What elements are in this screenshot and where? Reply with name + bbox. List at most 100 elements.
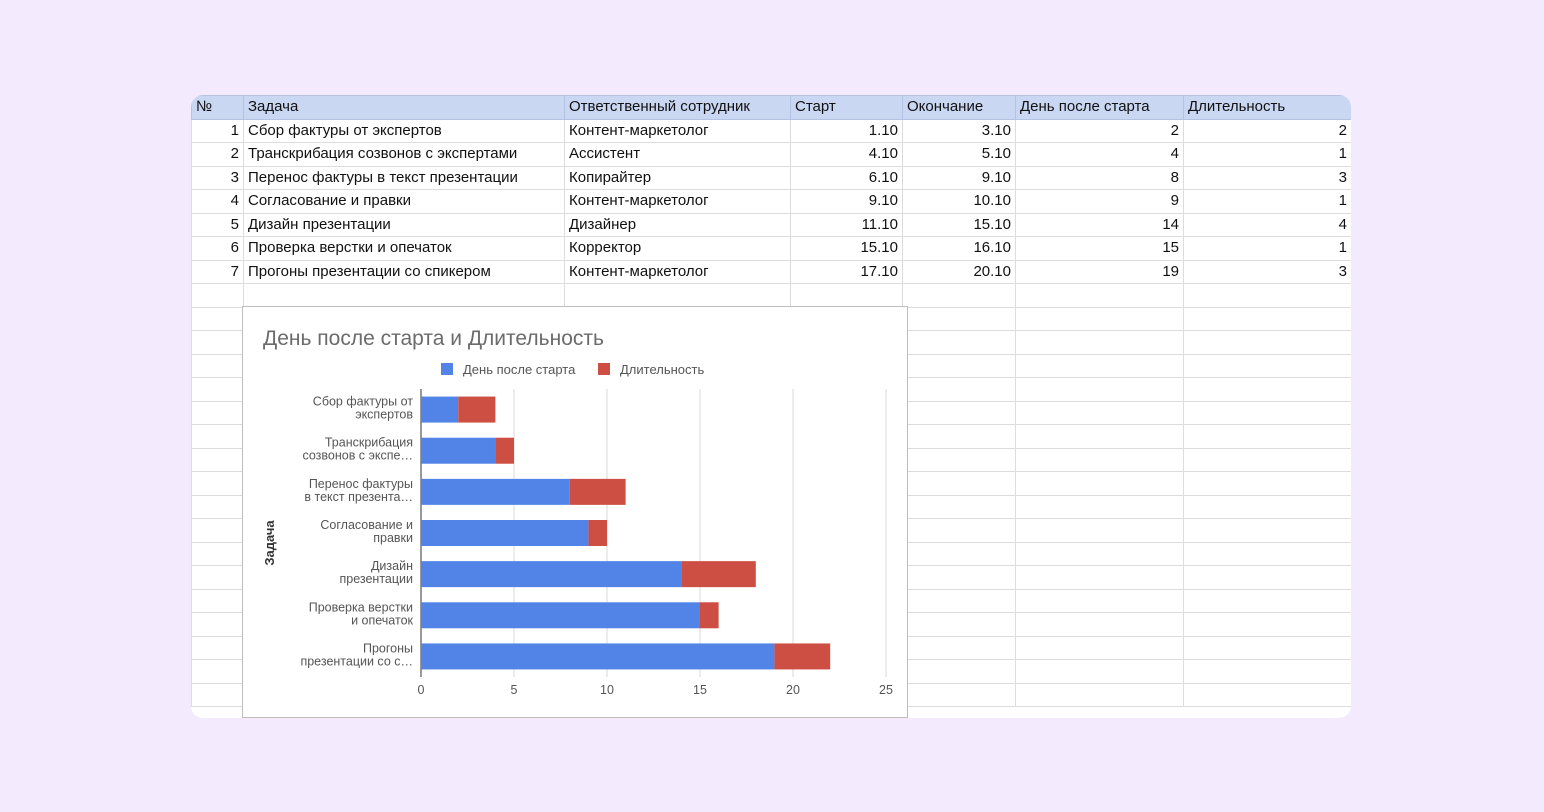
table-cell[interactable]: 4.10 bbox=[790, 142, 903, 167]
table-cell[interactable]: 3.10 bbox=[902, 118, 1016, 143]
empty-cell[interactable] bbox=[902, 400, 1016, 425]
empty-cell[interactable] bbox=[790, 283, 903, 308]
table-cell[interactable]: 9.10 bbox=[790, 189, 903, 214]
table-cell[interactable]: 20.10 bbox=[902, 259, 1016, 284]
table-cell[interactable]: 8 bbox=[1015, 165, 1184, 190]
table-cell[interactable]: 15 bbox=[1015, 236, 1184, 261]
table-cell[interactable]: Дизайнер bbox=[564, 212, 791, 237]
empty-cell[interactable] bbox=[1183, 518, 1351, 543]
table-cell[interactable]: Корректор bbox=[564, 236, 791, 261]
table-cell[interactable]: 4 bbox=[1183, 212, 1351, 237]
empty-cell[interactable] bbox=[191, 471, 244, 496]
empty-cell[interactable] bbox=[902, 541, 1016, 566]
table-cell[interactable]: 15.10 bbox=[902, 212, 1016, 237]
table-cell[interactable]: Ассистент bbox=[564, 142, 791, 167]
empty-cell[interactable] bbox=[191, 518, 244, 543]
empty-cell[interactable] bbox=[1183, 353, 1351, 378]
empty-cell[interactable] bbox=[1015, 400, 1184, 425]
empty-cell[interactable] bbox=[902, 659, 1016, 684]
empty-cell[interactable] bbox=[902, 565, 1016, 590]
empty-cell[interactable] bbox=[902, 283, 1016, 308]
table-cell[interactable]: 1 bbox=[191, 118, 244, 143]
empty-cell[interactable] bbox=[191, 588, 244, 613]
empty-cell[interactable] bbox=[902, 377, 1016, 402]
empty-cell[interactable] bbox=[1015, 588, 1184, 613]
empty-cell[interactable] bbox=[191, 353, 244, 378]
table-cell[interactable]: Копирайтер bbox=[564, 165, 791, 190]
empty-cell[interactable] bbox=[902, 424, 1016, 449]
table-cell[interactable]: Транскрибация созвонов с экспертами bbox=[243, 142, 565, 167]
empty-cell[interactable] bbox=[902, 353, 1016, 378]
table-cell[interactable]: 6 bbox=[191, 236, 244, 261]
empty-cell[interactable] bbox=[1015, 659, 1184, 684]
empty-cell[interactable] bbox=[1015, 283, 1184, 308]
table-cell[interactable]: Контент-маркетолог bbox=[564, 259, 791, 284]
empty-cell[interactable] bbox=[191, 447, 244, 472]
table-cell[interactable]: Перенос фактуры в текст презентации bbox=[243, 165, 565, 190]
table-cell[interactable]: Согласование и правки bbox=[243, 189, 565, 214]
table-cell[interactable]: 4 bbox=[191, 189, 244, 214]
empty-cell[interactable] bbox=[1015, 330, 1184, 355]
empty-cell[interactable] bbox=[1183, 306, 1351, 331]
empty-cell[interactable] bbox=[191, 494, 244, 519]
table-cell[interactable]: 11.10 bbox=[790, 212, 903, 237]
empty-cell[interactable] bbox=[1183, 659, 1351, 684]
empty-cell[interactable] bbox=[902, 612, 1016, 637]
table-cell[interactable]: 3 bbox=[1183, 259, 1351, 284]
empty-cell[interactable] bbox=[1183, 494, 1351, 519]
empty-cell[interactable] bbox=[564, 283, 791, 308]
table-cell[interactable]: Дизайн презентации bbox=[243, 212, 565, 237]
empty-cell[interactable] bbox=[1015, 518, 1184, 543]
empty-cell[interactable] bbox=[1183, 635, 1351, 660]
table-cell[interactable]: 3 bbox=[1183, 165, 1351, 190]
empty-cell[interactable] bbox=[1015, 353, 1184, 378]
empty-cell[interactable] bbox=[191, 682, 244, 707]
empty-cell[interactable] bbox=[1183, 400, 1351, 425]
table-cell[interactable]: 14 bbox=[1015, 212, 1184, 237]
empty-cell[interactable] bbox=[1183, 447, 1351, 472]
empty-cell[interactable] bbox=[191, 659, 244, 684]
empty-cell[interactable] bbox=[1183, 283, 1351, 308]
empty-cell[interactable] bbox=[902, 330, 1016, 355]
empty-cell[interactable] bbox=[1183, 612, 1351, 637]
column-header[interactable]: № bbox=[191, 95, 244, 120]
empty-cell[interactable] bbox=[902, 447, 1016, 472]
table-cell[interactable]: 3 bbox=[191, 165, 244, 190]
table-cell[interactable]: 9 bbox=[1015, 189, 1184, 214]
empty-cell[interactable] bbox=[1015, 494, 1184, 519]
empty-cell[interactable] bbox=[902, 471, 1016, 496]
table-cell[interactable]: 15.10 bbox=[790, 236, 903, 261]
column-header[interactable]: Окончание bbox=[902, 95, 1016, 120]
table-cell[interactable]: 1 bbox=[1183, 236, 1351, 261]
empty-cell[interactable] bbox=[1183, 588, 1351, 613]
empty-cell[interactable] bbox=[1015, 447, 1184, 472]
column-header[interactable]: Длительность bbox=[1183, 95, 1351, 120]
table-cell[interactable]: Контент-маркетолог bbox=[564, 118, 791, 143]
table-cell[interactable]: 2 bbox=[1183, 118, 1351, 143]
column-header[interactable]: Ответственный сотрудник bbox=[564, 95, 791, 120]
table-cell[interactable]: Контент-маркетолог bbox=[564, 189, 791, 214]
empty-cell[interactable] bbox=[1015, 612, 1184, 637]
empty-cell[interactable] bbox=[191, 424, 244, 449]
table-cell[interactable]: 19 bbox=[1015, 259, 1184, 284]
table-cell[interactable]: 6.10 bbox=[790, 165, 903, 190]
empty-cell[interactable] bbox=[1015, 565, 1184, 590]
empty-cell[interactable] bbox=[191, 635, 244, 660]
empty-cell[interactable] bbox=[1015, 424, 1184, 449]
empty-cell[interactable] bbox=[1015, 471, 1184, 496]
table-cell[interactable]: 9.10 bbox=[902, 165, 1016, 190]
empty-cell[interactable] bbox=[191, 565, 244, 590]
empty-cell[interactable] bbox=[1183, 541, 1351, 566]
empty-cell[interactable] bbox=[191, 377, 244, 402]
empty-cell[interactable] bbox=[1183, 682, 1351, 707]
empty-cell[interactable] bbox=[191, 306, 244, 331]
table-cell[interactable]: 2 bbox=[191, 142, 244, 167]
table-cell[interactable]: 5.10 bbox=[902, 142, 1016, 167]
empty-cell[interactable] bbox=[1015, 377, 1184, 402]
table-cell[interactable]: 4 bbox=[1015, 142, 1184, 167]
empty-cell[interactable] bbox=[1015, 682, 1184, 707]
empty-cell[interactable] bbox=[902, 494, 1016, 519]
table-cell[interactable]: Проверка верстки и опечаток bbox=[243, 236, 565, 261]
table-cell[interactable]: 7 bbox=[191, 259, 244, 284]
empty-cell[interactable] bbox=[191, 400, 244, 425]
